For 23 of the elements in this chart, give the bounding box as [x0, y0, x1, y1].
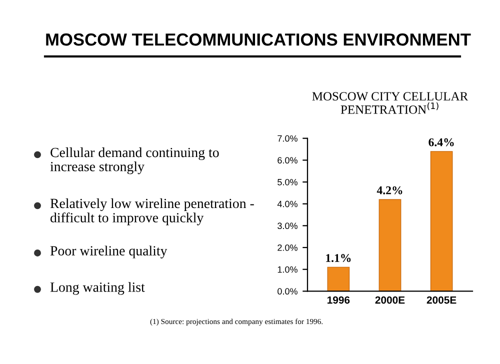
y-tick-label: 0.0%: [278, 288, 298, 295]
x-tick-label: 2000E: [375, 296, 405, 304]
y-tick-label: 7.0%: [278, 135, 298, 142]
bar: [327, 266, 350, 292]
text: Long waiting list: [50, 282, 145, 295]
bar: [430, 151, 453, 292]
x-tick-label: 2005E: [426, 296, 456, 304]
y-tick-label: 3.0%: [278, 222, 298, 230]
text: MOSCOW TELECOMMUNICATIONS ENVIRONMENT: [46, 33, 471, 46]
data-label: 6.4%: [428, 138, 454, 146]
data-label: 1.1%: [326, 254, 351, 262]
text: Relatively low wireline penetration - difficult to improve quickly: [50, 198, 254, 226]
y-tick-label: 1.0%: [278, 266, 298, 273]
y-tick-label: 2.0%: [278, 244, 298, 251]
y-tick-label: 6.0%: [278, 157, 298, 164]
y-tick-label: 4.0%: [277, 200, 298, 208]
x-tick-label: 1996: [328, 296, 350, 304]
bar: [378, 199, 402, 292]
text: Poor wireline quality: [50, 246, 168, 258]
y-tick-label: 5.0%: [278, 178, 298, 186]
data-label: 4.2%: [376, 186, 402, 194]
chart-title: MOSCOW CITY CELLULAR PENETRATION$^{(1)}$: [312, 92, 468, 114]
text: Cellular demand continuing to increase strongly: [50, 147, 219, 174]
